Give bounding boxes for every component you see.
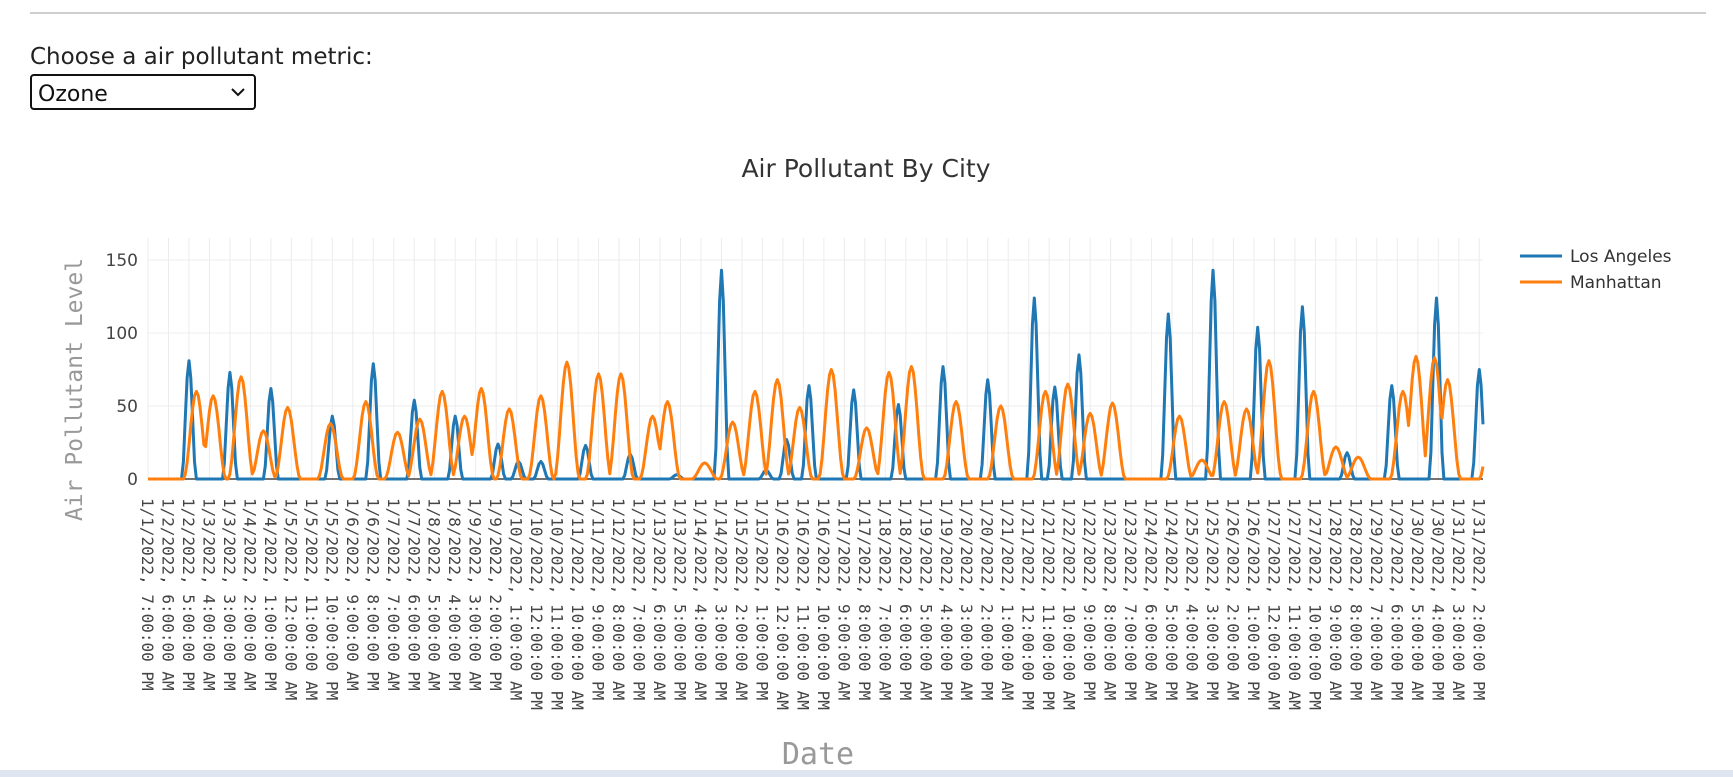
series-line-manhattan bbox=[148, 354, 1485, 481]
x-tick-label: 1/27/2022, 11:00:00 AM bbox=[1285, 498, 1304, 710]
x-tick-label: 1/13/2022, 5:00:00 PM bbox=[671, 498, 690, 700]
metric-select-label: Choose a air pollutant metric: bbox=[30, 44, 373, 70]
y-tick-label: 100 bbox=[106, 324, 138, 344]
x-tick-label: 1/30/2022, 5:00:00 AM bbox=[1408, 498, 1427, 700]
x-tick-label: 1/15/2022, 1:00:00 PM bbox=[752, 498, 771, 700]
x-tick-label: 1/6/2022, 8:00:00 PM bbox=[363, 498, 382, 691]
x-tick-label: 1/6/2022, 9:00:00 AM bbox=[343, 498, 362, 691]
y-tick-label: 50 bbox=[116, 397, 138, 417]
x-tick-label: 1/3/2022, 4:00:00 AM bbox=[199, 498, 218, 691]
x-tick-label: 1/29/2022, 6:00:00 PM bbox=[1387, 498, 1406, 700]
x-tick-label: 1/8/2022, 5:00:00 AM bbox=[425, 498, 444, 691]
x-tick-label: 1/26/2022, 1:00:00 PM bbox=[1244, 498, 1263, 700]
x-tick-label: 1/2/2022, 5:00:00 PM bbox=[179, 498, 198, 691]
x-tick-label: 1/4/2022, 1:00:00 PM bbox=[261, 498, 280, 691]
x-tick-label: 1/1/2022, 7:00:00 PM bbox=[138, 498, 157, 691]
x-tick-label: 1/10/2022, 1:00:00 AM bbox=[507, 498, 526, 700]
x-tick-label: 1/7/2022, 6:00:00 PM bbox=[404, 498, 423, 691]
x-tick-label: 1/2/2022, 6:00:00 AM bbox=[158, 498, 177, 691]
x-tick-label: 1/19/2022, 4:00:00 PM bbox=[937, 498, 956, 700]
x-tick-label: 1/11/2022, 9:00:00 PM bbox=[589, 498, 608, 700]
x-tick-label: 1/28/2022, 8:00:00 PM bbox=[1346, 498, 1365, 700]
legend-label-manhattan: Manhattan bbox=[1570, 273, 1662, 293]
x-tick-label: 1/25/2022, 4:00:00 AM bbox=[1183, 498, 1202, 700]
x-tick-label: 1/22/2022, 9:00:00 PM bbox=[1080, 498, 1099, 700]
x-tick-label: 1/16/2022, 11:00:00 AM bbox=[793, 498, 812, 710]
x-tick-label: 1/8/2022, 4:00:00 PM bbox=[445, 498, 464, 691]
bottom-scroll-strip bbox=[0, 770, 1733, 777]
x-tick-label: 1/31/2022, 2:00:00 PM bbox=[1469, 498, 1488, 700]
x-tick-label: 1/17/2022, 8:00:00 PM bbox=[855, 498, 874, 700]
top-divider bbox=[30, 12, 1706, 14]
x-tick-label: 1/5/2022, 12:00:00 AM bbox=[281, 498, 300, 700]
x-tick-label: 1/24/2022, 5:00:00 PM bbox=[1162, 498, 1181, 700]
x-tick-label: 1/4/2022, 2:00:00 AM bbox=[240, 498, 259, 691]
x-axis-title: Date bbox=[782, 737, 854, 770]
x-tick-label: 1/12/2022, 7:00:00 PM bbox=[630, 498, 649, 700]
x-tick-label: 1/9/2022, 2:00:00 PM bbox=[486, 498, 505, 691]
x-tick-label: 1/13/2022, 6:00:00 AM bbox=[650, 498, 669, 700]
x-tick-label: 1/14/2022, 3:00:00 PM bbox=[711, 498, 730, 700]
x-tick-label: 1/31/2022, 3:00:00 AM bbox=[1449, 498, 1468, 700]
x-tick-label: 1/3/2022, 3:00:00 PM bbox=[220, 498, 239, 691]
x-tick-label: 1/7/2022, 7:00:00 AM bbox=[384, 498, 403, 691]
x-tick-label: 1/22/2022, 10:00:00 AM bbox=[1060, 498, 1079, 710]
x-tick-label: 1/27/2022, 12:00:00 AM bbox=[1264, 498, 1283, 710]
x-tick-label: 1/10/2022, 11:00:00 PM bbox=[548, 498, 567, 710]
x-tick-label: 1/29/2022, 7:00:00 AM bbox=[1367, 498, 1386, 700]
y-axis-title: Air Pollutant Level bbox=[62, 258, 88, 521]
x-tick-label: 1/9/2022, 3:00:00 AM bbox=[466, 498, 485, 691]
x-tick-label: 1/16/2022, 10:00:00 PM bbox=[814, 498, 833, 710]
line-chart: 0 50 100 150 1/1/2022, 7:00:00 PM 1/2/2022, 6… bbox=[62, 154, 1672, 770]
x-tick-label: 1/5/2022, 10:00:00 PM bbox=[322, 498, 341, 700]
x-tick-label: 1/16/2022, 12:00:00 AM bbox=[773, 498, 792, 710]
x-tick-label: 1/11/2022, 10:00:00 AM bbox=[568, 498, 587, 710]
x-tick-label: 1/14/2022, 4:00:00 AM bbox=[691, 498, 710, 700]
x-tick-label: 1/20/2022, 3:00:00 AM bbox=[957, 498, 976, 700]
x-tick-label: 1/30/2022, 4:00:00 PM bbox=[1428, 498, 1447, 700]
x-tick-label: 1/19/2022, 5:00:00 AM bbox=[916, 498, 935, 700]
x-tick-label: 1/27/2022, 10:00:00 PM bbox=[1305, 498, 1324, 710]
x-tick-label: 1/21/2022, 11:00:00 PM bbox=[1039, 498, 1058, 710]
metric-select-value: Ozone bbox=[38, 82, 108, 107]
x-tick-label: 1/25/2022, 3:00:00 PM bbox=[1203, 498, 1222, 700]
y-tick-label: 150 bbox=[106, 251, 138, 271]
x-tick-label: 1/23/2022, 8:00:00 AM bbox=[1101, 498, 1120, 700]
x-tick-label: 1/24/2022, 6:00:00 AM bbox=[1142, 498, 1161, 700]
x-tick-label: 1/17/2022, 9:00:00 AM bbox=[834, 498, 853, 700]
x-tick-label: 1/26/2022, 2:00:00 AM bbox=[1224, 498, 1243, 700]
x-tick-label: 1/5/2022, 11:00:00 AM bbox=[302, 498, 321, 700]
chart-title: Air Pollutant By City bbox=[741, 154, 990, 183]
x-tick-label: 1/18/2022, 7:00:00 AM bbox=[875, 498, 894, 700]
metric-select[interactable]: Ozone bbox=[30, 74, 256, 110]
x-tick-label: 1/18/2022, 6:00:00 PM bbox=[896, 498, 915, 700]
x-tick-label: 1/12/2022, 8:00:00 AM bbox=[609, 498, 628, 700]
legend-label-los-angeles: Los Angeles bbox=[1570, 247, 1672, 267]
x-tick-label: 1/28/2022, 9:00:00 AM bbox=[1326, 498, 1345, 700]
x-tick-label: 1/15/2022, 2:00:00 AM bbox=[732, 498, 751, 700]
x-tick-label: 1/20/2022, 2:00:00 PM bbox=[978, 498, 997, 700]
x-tick-label: 1/21/2022, 1:00:00 AM bbox=[998, 498, 1017, 700]
y-tick-label: 0 bbox=[127, 470, 138, 490]
series-line-los-angeles bbox=[148, 268, 1485, 481]
x-tick-label: 1/21/2022, 12:00:00 PM bbox=[1019, 498, 1038, 710]
x-tick-label: 1/10/2022, 12:00:00 PM bbox=[527, 498, 546, 710]
chevron-down-icon bbox=[231, 88, 245, 97]
x-tick-label: 1/23/2022, 7:00:00 PM bbox=[1121, 498, 1140, 700]
